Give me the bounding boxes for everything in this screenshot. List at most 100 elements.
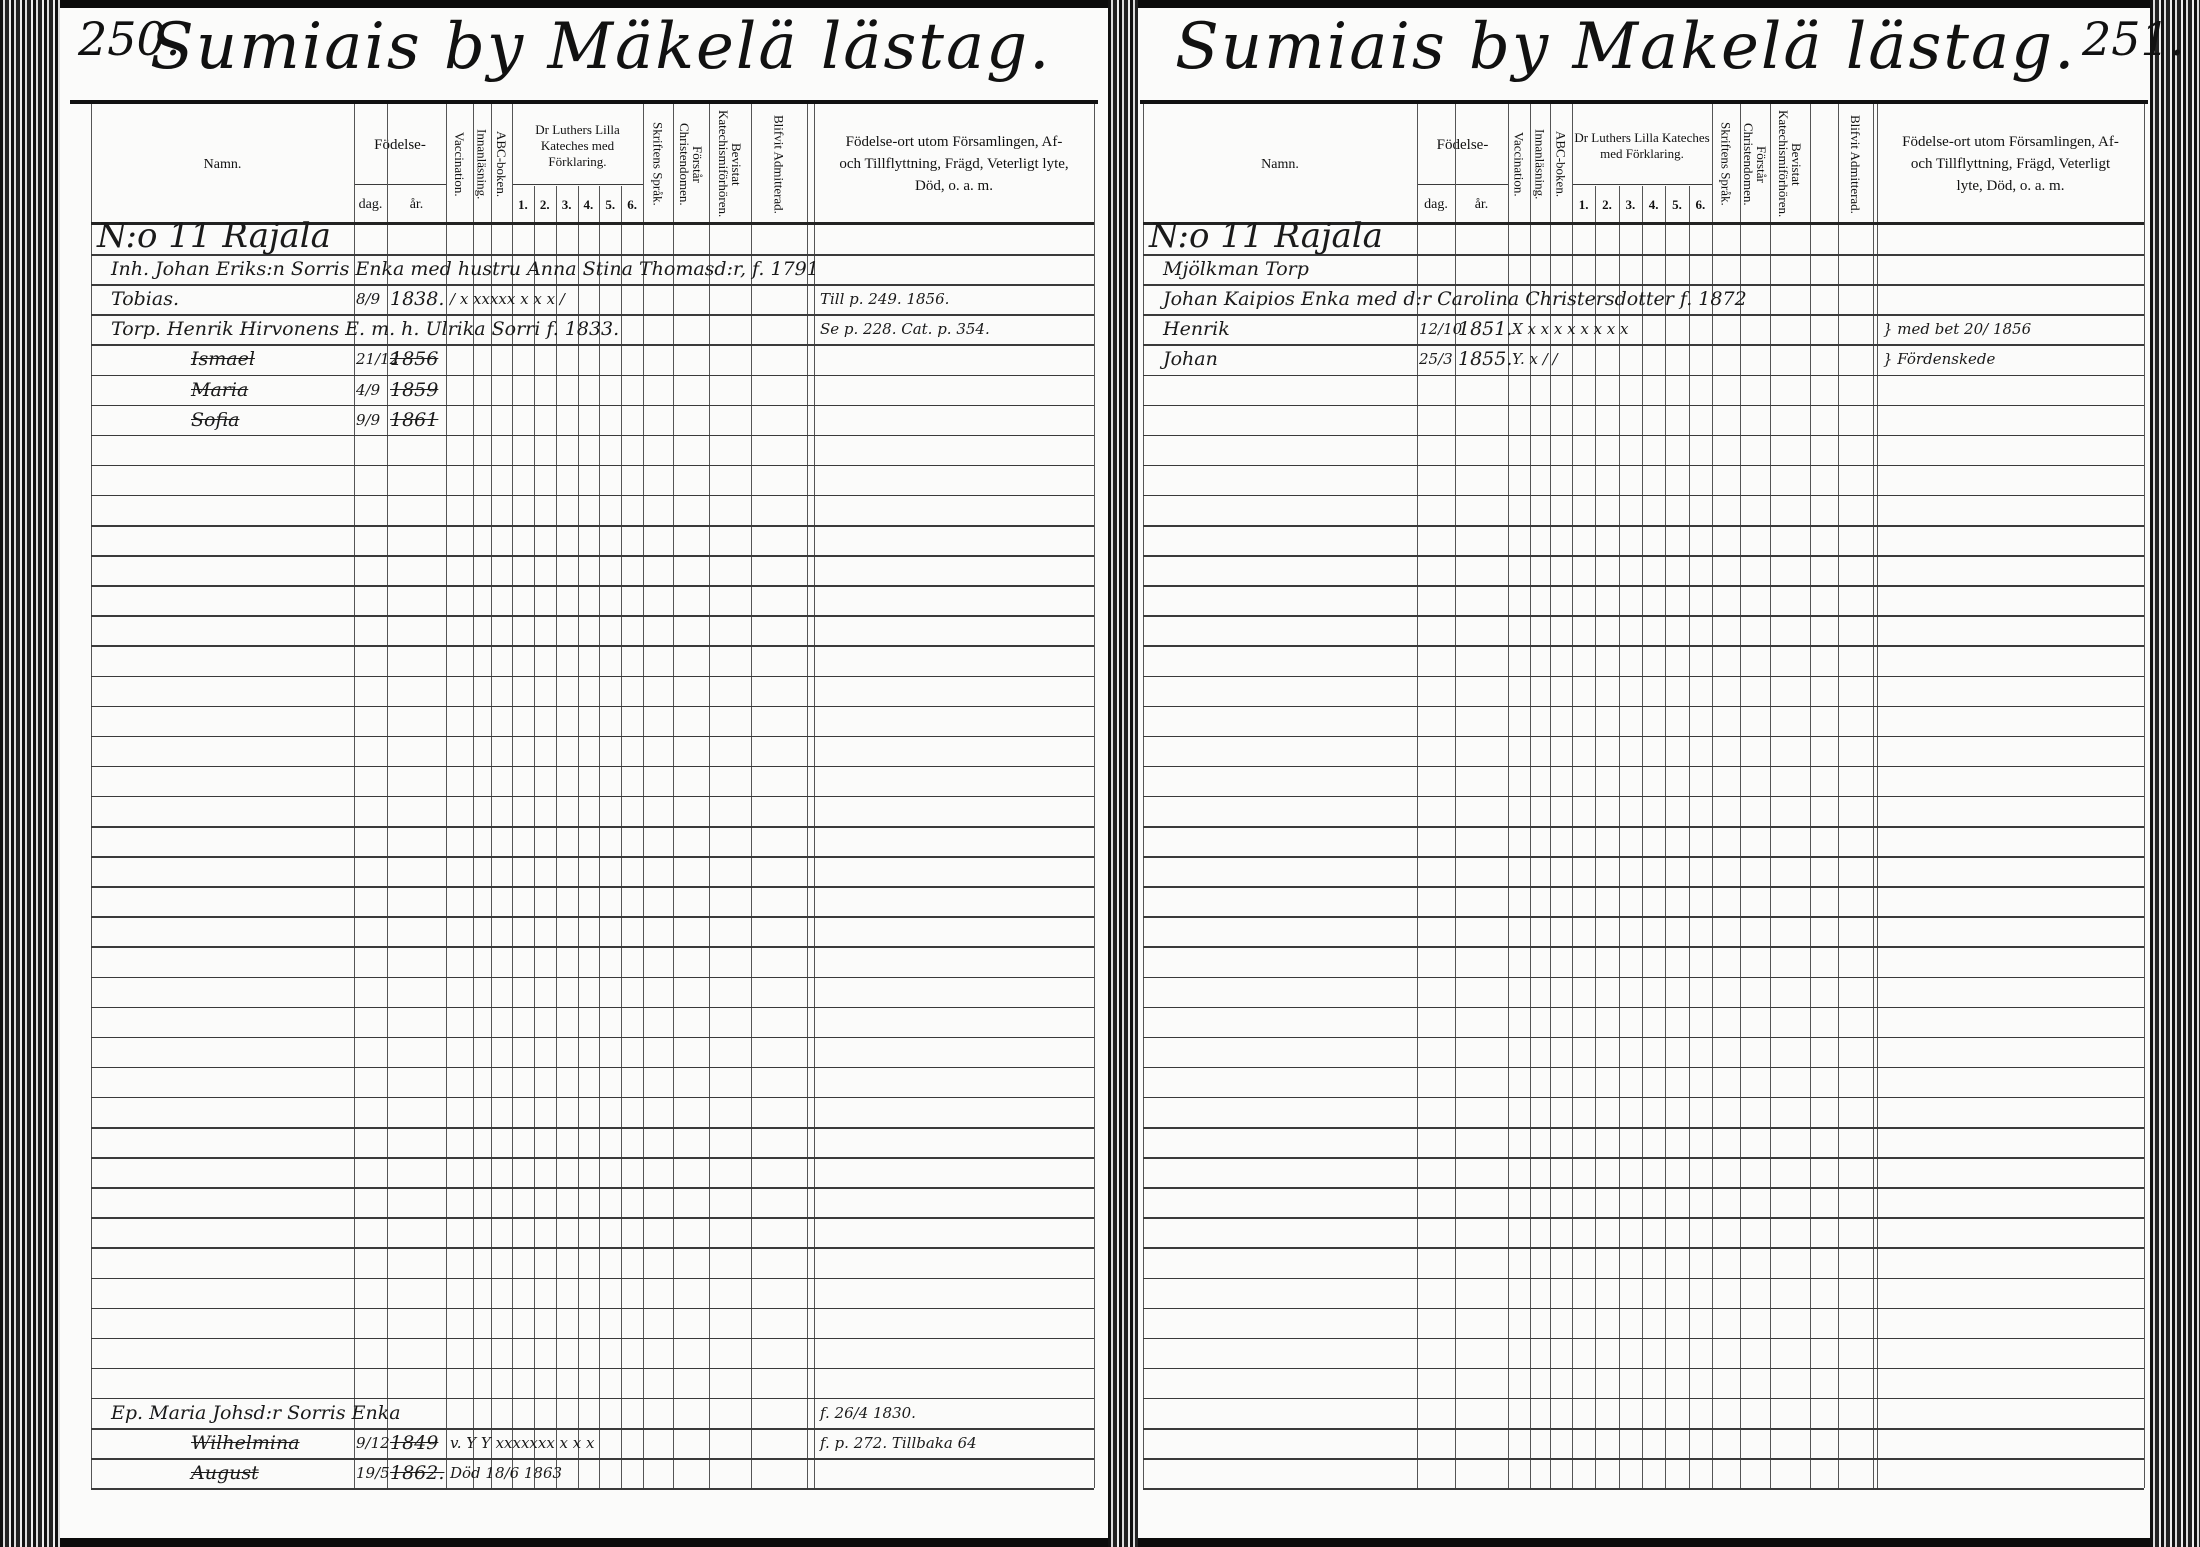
right-row-rule: [1143, 735, 2144, 738]
right-row-rule: [1143, 1277, 2144, 1279]
left-header-bottom-rule: [91, 222, 1094, 225]
right-page-edge: [2150, 0, 2200, 1547]
right-header-katekes-2: 2.: [1602, 196, 1612, 212]
left-katekes-subrule: [512, 184, 643, 185]
left-row-rule: [91, 735, 1094, 738]
right-row-rule: [1143, 374, 2144, 376]
right-header-namn: Namn.: [1261, 156, 1299, 172]
right-row-rule: [1143, 976, 2144, 978]
left-row-rule: [91, 1096, 1094, 1099]
right-row-rule: [1143, 886, 2144, 888]
left-row-rule: [91, 1187, 1094, 1189]
right-header-katekes-3: 3.: [1625, 196, 1636, 212]
right-row-rule: [1143, 284, 2144, 286]
right-row-rule: [1143, 404, 2144, 407]
page-stack-edge: [0, 0, 60, 1547]
left-row-rule: [91, 585, 1094, 587]
right-row-rule: [1143, 1187, 2144, 1189]
right-row-rule: [1143, 344, 2144, 346]
right-entry-line: Mjölkman Torp: [1163, 258, 1309, 281]
right-row-rule: [1143, 1006, 2144, 1009]
left-header-fodelseort: Födelse-ort utom Församlingen, Af- och T…: [839, 134, 1069, 194]
left-birth-day: 4/9: [356, 380, 381, 399]
right-person-name: Johan: [1163, 348, 1218, 371]
right-header-blifvit: Blifvit Admitterad.: [1848, 114, 1863, 214]
left-entry-line: Inh. Johan Eriks:n Sorris Enka med hustr…: [111, 258, 819, 281]
left-page-paper: [60, 8, 1110, 1538]
right-exam-marks: Y. x / /: [1512, 350, 1558, 369]
left-row-rule: [91, 284, 1094, 286]
left-header-ar: år.: [409, 196, 424, 212]
left-row-rule: [91, 1217, 1094, 1219]
left-exam-marks: v. Y Y xxxxxxx x x x: [450, 1434, 595, 1452]
right-row-rule: [1143, 1428, 2144, 1430]
left-title-rule: [70, 100, 1098, 104]
left-row-rule: [91, 1066, 1094, 1069]
left-header-katekes-5: 5.: [605, 196, 616, 212]
left-remark: f. p. 272. Tillbaka 64: [820, 1434, 977, 1452]
right-row-rule: [1143, 615, 2144, 617]
right-fodelse-subrule: [1417, 184, 1508, 185]
left-birth-day: 8/9: [356, 290, 381, 309]
left-birth-year: 1856: [390, 348, 439, 371]
left-header-abc-boken: ABC-boken.: [494, 130, 509, 198]
right-row-rule: [1143, 1397, 2144, 1400]
right-row-rule: [1143, 1367, 2144, 1370]
right-page-number: 251.: [2082, 12, 2185, 66]
left-column-rule: [1094, 104, 1095, 1489]
right-katekes-divider: [1595, 186, 1597, 1489]
left-exam-marks: / x xxxxx x x x /: [450, 290, 565, 309]
left-katekes-divider: [577, 186, 579, 1489]
right-exam-marks: X x x x x x x x x: [1512, 320, 1629, 339]
left-katekes-divider: [555, 186, 557, 1489]
left-row-rule: [91, 1428, 1094, 1430]
left-remark: Till p. 249. 1856.: [820, 290, 950, 309]
left-katekes-divider: [621, 186, 623, 1489]
left-person-name: Tobias.: [111, 288, 179, 311]
left-header-namn: Namn.: [203, 156, 242, 172]
right-row-rule: [1143, 826, 2144, 828]
right-row-rule: [1143, 705, 2144, 708]
right-row-rule: [1143, 946, 2144, 948]
right-row-rule: [1143, 1096, 2144, 1099]
left-katekes-divider: [599, 186, 601, 1489]
left-remark: f. 26/4 1830.: [820, 1403, 916, 1422]
left-person-name: Sofia: [191, 408, 240, 431]
right-row-rule: [1143, 434, 2144, 437]
left-header-bevistat: Bevistat Katechismiförhören.: [716, 110, 744, 218]
left-row-rule: [91, 555, 1094, 557]
left-exam-marks: Död 18/6 1863: [450, 1464, 563, 1483]
left-row-rule: [91, 1367, 1094, 1370]
right-katekes-divider: [1688, 186, 1690, 1489]
left-row-rule: [91, 795, 1094, 798]
right-row-rule: [1143, 1036, 2144, 1039]
right-row-rule: [1143, 1488, 2144, 1490]
right-row-rule: [1143, 1066, 2144, 1069]
right-row-rule: [1143, 1337, 2144, 1340]
right-row-rule: [1143, 1157, 2144, 1159]
left-row-rule: [91, 404, 1094, 407]
left-page-number: 250.: [78, 12, 181, 66]
right-row-rule: [1143, 494, 2144, 497]
right-birth-day: 12/10: [1419, 320, 1463, 339]
left-fodelse-subrule: [354, 184, 446, 185]
right-header-katekes: Dr Luthers Lilla Kateches med Förklaring…: [1574, 130, 1710, 161]
right-katekes-divider: [1665, 186, 1667, 1489]
right-page-title: Sumiais by Makelä lästag.: [1175, 10, 2077, 84]
right-row-rule: [1143, 1127, 2144, 1129]
right-row-rule: [1143, 254, 2144, 256]
right-row-rule: [1143, 555, 2144, 557]
right-header-bottom-rule: [1143, 222, 2144, 225]
left-page-title: Sumiais by Mäkelä lästag.: [150, 10, 1052, 84]
right-row-rule: [1143, 1458, 2144, 1460]
left-entry-line: Ep. Maria Johsd:r Sorris Enka: [111, 1401, 401, 1424]
left-header-blifvit: Blifvit Admitterad.: [771, 114, 787, 214]
right-header-katekes-1: 1.: [1578, 196, 1589, 212]
right-header-fodelse: Födelse-: [1436, 136, 1489, 153]
right-row-rule: [1143, 645, 2144, 647]
left-row-rule: [91, 675, 1094, 677]
left-birth-year: 1838.: [390, 288, 445, 311]
left-row-rule: [91, 344, 1094, 346]
left-person-name: Maria: [191, 378, 249, 401]
left-row-rule: [91, 826, 1094, 828]
